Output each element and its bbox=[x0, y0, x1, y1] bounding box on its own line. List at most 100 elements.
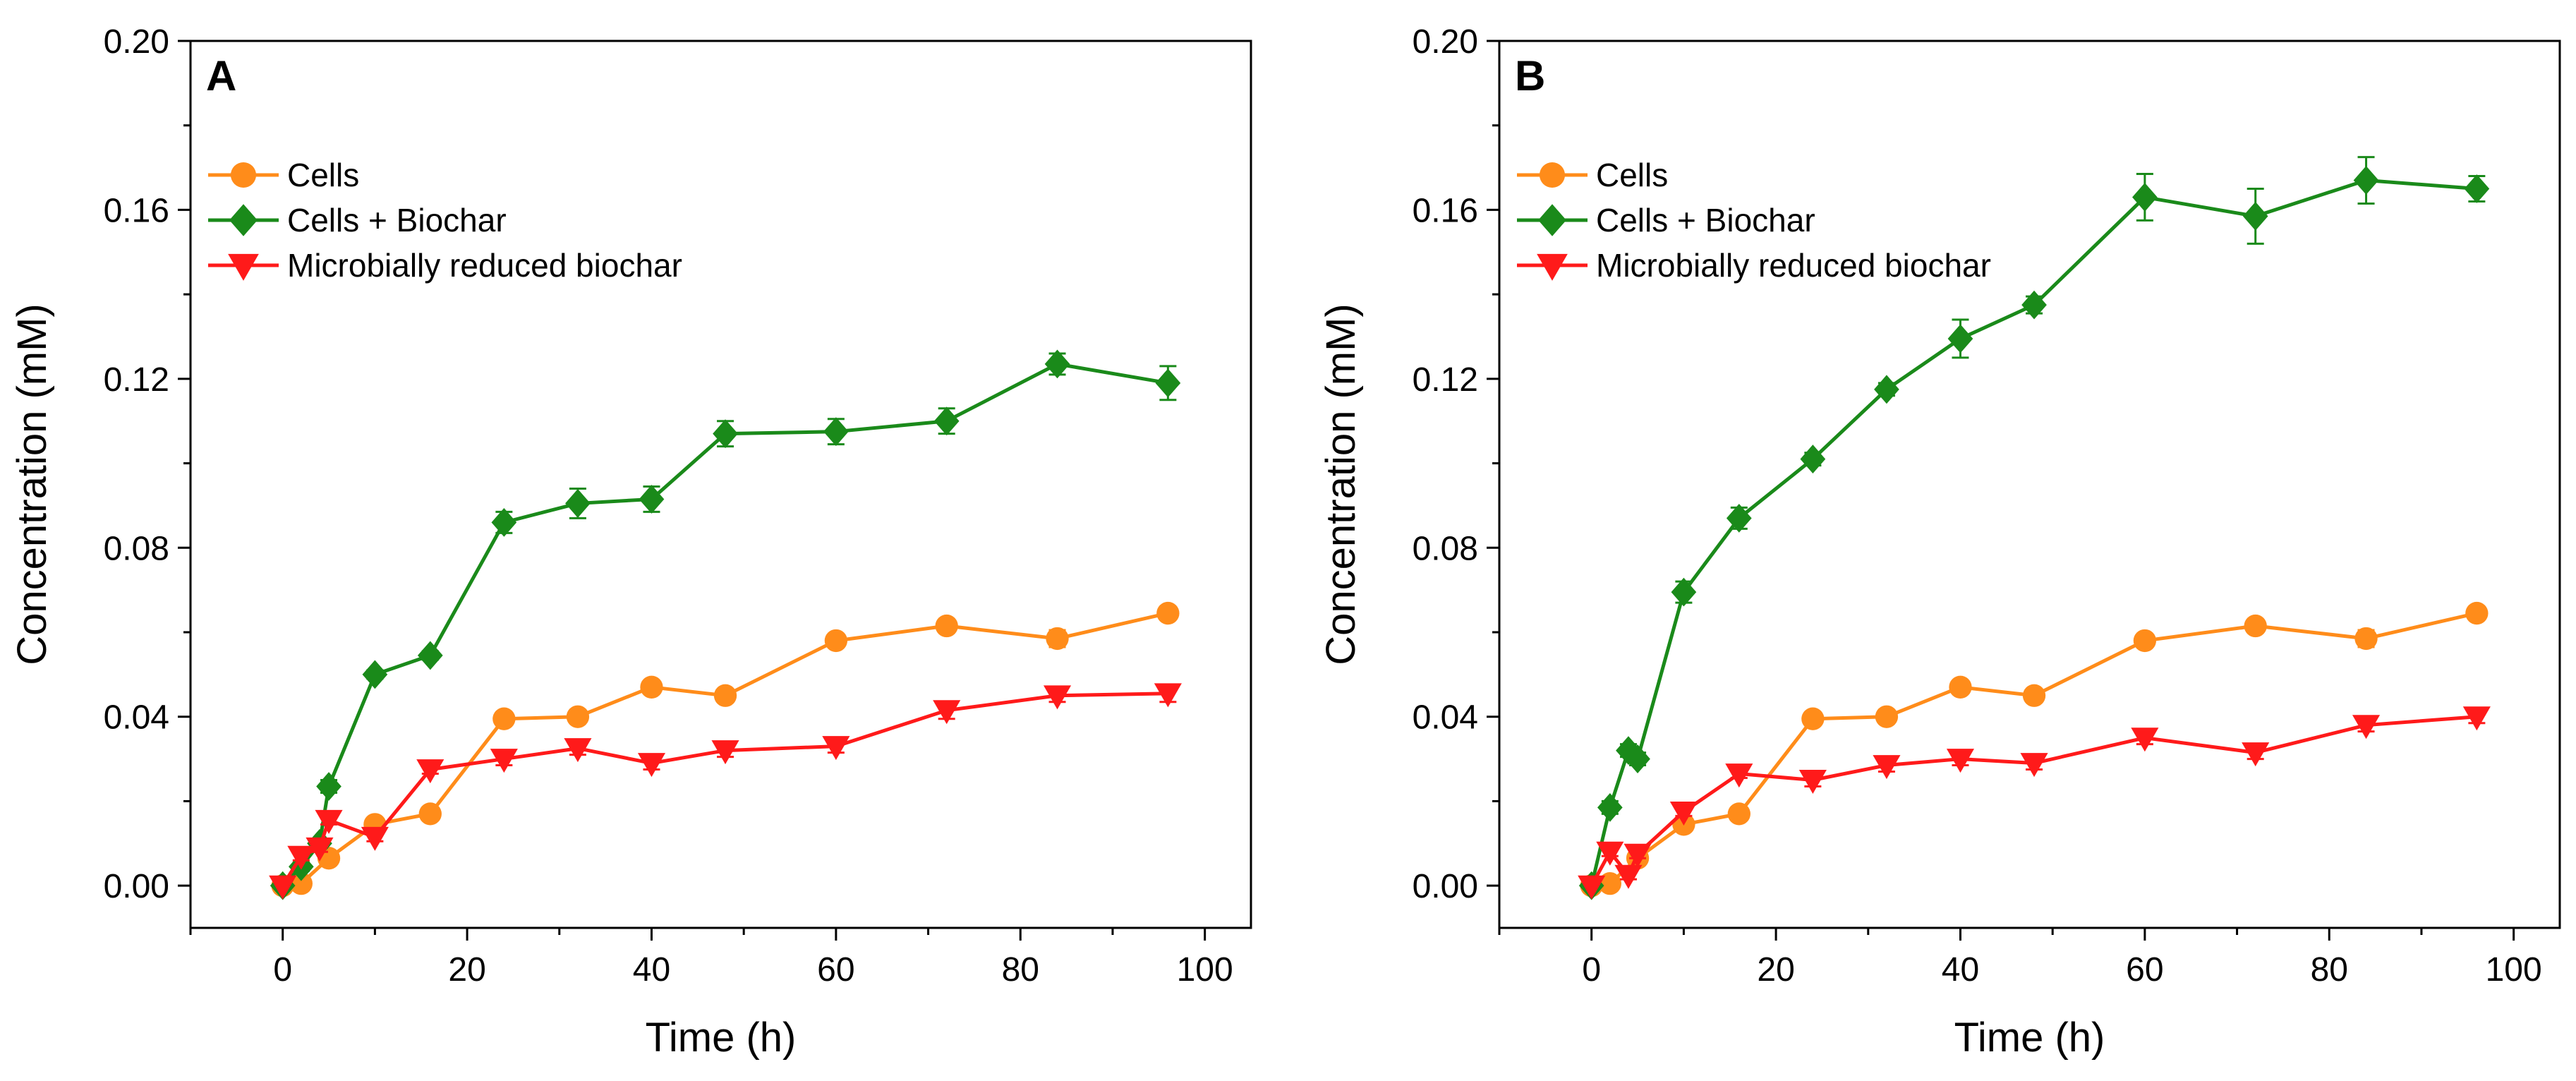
x-tick-label: 20 bbox=[448, 951, 485, 989]
data-point bbox=[640, 675, 663, 699]
data-point bbox=[933, 700, 961, 725]
series-line bbox=[1590, 179, 2477, 886]
legend-marker bbox=[1537, 253, 1568, 281]
data-point bbox=[564, 738, 592, 763]
series-cells bbox=[271, 601, 1180, 898]
legend-label: Cells bbox=[287, 157, 359, 193]
data-point bbox=[639, 485, 665, 514]
y-tick-label: 0.12 bbox=[1413, 361, 1478, 399]
data-point bbox=[1875, 705, 1899, 728]
data-point bbox=[2132, 183, 2158, 212]
legend-marker bbox=[228, 253, 259, 281]
data-point bbox=[269, 875, 297, 900]
y-tick-label: 0.16 bbox=[1413, 192, 1478, 229]
data-point bbox=[1616, 736, 1641, 765]
x-tick-label: 0 bbox=[273, 951, 292, 989]
x-tick-label: 60 bbox=[817, 951, 854, 989]
data-point bbox=[1727, 802, 1750, 826]
series-line bbox=[1591, 611, 2477, 888]
data-point bbox=[491, 507, 517, 537]
legend-label: Microbially reduced biochar bbox=[1596, 247, 1991, 284]
x-tick-label: 40 bbox=[1942, 951, 1979, 989]
data-point bbox=[1154, 683, 1182, 708]
series-line bbox=[281, 692, 1168, 887]
data-point bbox=[418, 802, 442, 826]
data-point bbox=[713, 684, 737, 707]
x-tick-label: 100 bbox=[1177, 951, 1233, 989]
y-tick-label: 0.00 bbox=[104, 868, 169, 905]
data-point bbox=[315, 809, 343, 834]
legend-label: Microbially reduced biochar bbox=[287, 247, 682, 284]
series-cells bbox=[1580, 601, 2489, 898]
legend: Cells Cells + Biochar Microbially reduced … bbox=[1517, 157, 1991, 284]
data-point bbox=[2244, 614, 2267, 638]
data-point bbox=[1155, 368, 1181, 398]
data-point bbox=[1798, 770, 1827, 795]
data-point bbox=[1597, 793, 1623, 822]
data-point bbox=[2242, 202, 2268, 231]
x-axis-title: Time (h) bbox=[1954, 1015, 2105, 1061]
data-point bbox=[933, 406, 960, 436]
y-tick-label: 0.04 bbox=[104, 699, 169, 737]
data-point bbox=[1671, 577, 1697, 607]
data-point bbox=[1949, 675, 1972, 699]
data-point bbox=[2462, 706, 2491, 731]
series-microbially-reduced-biochar bbox=[269, 683, 1182, 900]
data-point bbox=[713, 419, 738, 449]
data-point bbox=[1614, 864, 1643, 889]
y-axis-title: Concentration (mM) bbox=[9, 303, 55, 665]
y-tick-label: 0.20 bbox=[1413, 23, 1478, 61]
y-tick-label: 0.20 bbox=[104, 23, 169, 61]
x-tick-label: 40 bbox=[633, 951, 670, 989]
data-point bbox=[565, 489, 591, 518]
data-point bbox=[316, 772, 341, 801]
data-point bbox=[2020, 753, 2048, 778]
data-point bbox=[417, 641, 443, 670]
legend: Cells Cells + Biochar Microbially reduced … bbox=[208, 157, 682, 284]
data-point bbox=[823, 417, 849, 447]
x-axis-title: Time (h) bbox=[646, 1015, 797, 1061]
legend-marker bbox=[229, 204, 258, 236]
y-tick-label: 0.08 bbox=[1413, 530, 1478, 567]
legend-marker bbox=[1539, 162, 1566, 188]
data-point bbox=[361, 826, 389, 851]
y-tick-label: 0.12 bbox=[104, 361, 169, 399]
data-point bbox=[1044, 349, 1070, 379]
data-point bbox=[1578, 875, 1606, 900]
data-point bbox=[566, 705, 590, 728]
data-point bbox=[1598, 872, 1621, 895]
data-point bbox=[711, 740, 739, 765]
legend-label: Cells bbox=[1596, 157, 1668, 193]
legend-marker bbox=[230, 162, 257, 188]
data-point bbox=[306, 837, 334, 862]
x-tick-label: 0 bbox=[1582, 951, 1601, 989]
y-tick-label: 0.00 bbox=[1413, 868, 1478, 905]
data-point bbox=[289, 872, 313, 895]
data-point bbox=[1874, 375, 1899, 404]
data-point bbox=[362, 660, 388, 689]
data-point bbox=[824, 629, 848, 653]
data-point bbox=[492, 707, 516, 730]
data-point bbox=[1156, 601, 1180, 625]
y-tick-label: 0.08 bbox=[104, 530, 169, 567]
data-point bbox=[2352, 715, 2381, 739]
data-point bbox=[1725, 763, 1753, 788]
plot-frame bbox=[1498, 40, 2561, 929]
data-point bbox=[1623, 843, 1652, 868]
data-point bbox=[1873, 755, 1901, 780]
legend-label: Cells + Biochar bbox=[1596, 202, 1815, 238]
data-point bbox=[1596, 841, 1624, 866]
x-tick-label: 20 bbox=[1757, 951, 1794, 989]
data-point bbox=[637, 753, 666, 778]
data-point bbox=[1947, 324, 1973, 354]
panel-letter: A bbox=[206, 52, 236, 99]
data-point bbox=[1800, 445, 1826, 473]
panel-a: 0 20 40 60 80 100 0.00 0.04 0.08 0.12 0.16 0.20 Time… bbox=[9, 23, 1252, 1061]
data-point bbox=[1726, 503, 1752, 533]
data-point bbox=[2131, 727, 2159, 752]
series-line bbox=[1590, 715, 2477, 887]
data-point bbox=[2133, 629, 2157, 653]
data-point bbox=[287, 845, 315, 870]
data-point bbox=[1669, 801, 1698, 826]
